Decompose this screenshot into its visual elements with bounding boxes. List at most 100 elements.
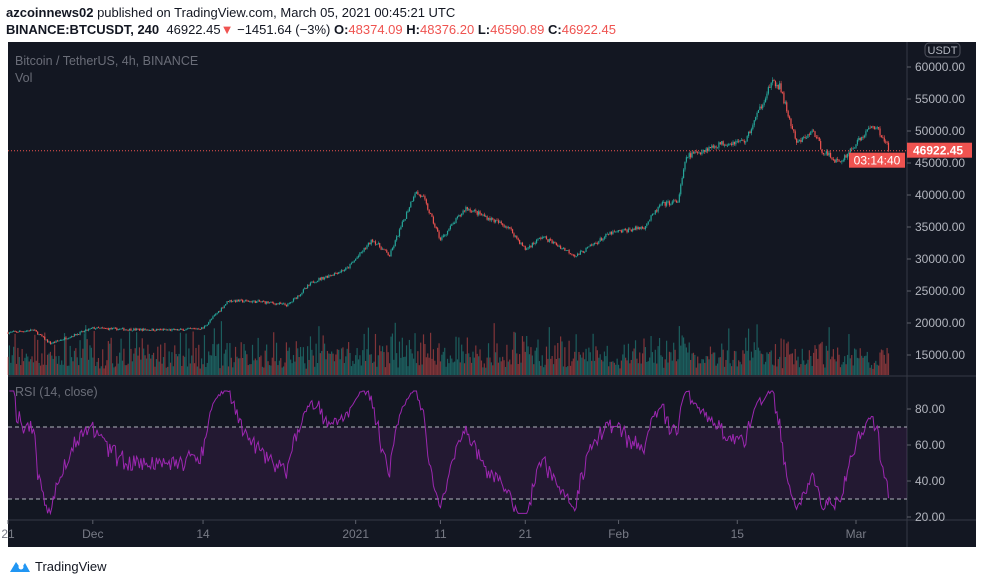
candle-body — [603, 237, 606, 239]
volume-bar — [531, 355, 533, 375]
candle-body — [858, 137, 860, 141]
candle-body — [30, 329, 32, 332]
candle-body — [42, 336, 44, 338]
volume-bar — [256, 360, 258, 375]
candle-body — [188, 328, 190, 329]
volume-bar — [63, 333, 66, 375]
candle-body — [842, 159, 844, 161]
candle-body — [705, 148, 707, 152]
candle-body — [267, 301, 269, 304]
candle-body — [886, 141, 888, 143]
volume-bar — [557, 343, 559, 375]
volume-bar — [807, 359, 809, 375]
volume-bar — [254, 358, 256, 375]
time-tick-label: 21 — [1, 527, 15, 541]
candle-body — [151, 328, 153, 331]
candle-body — [222, 307, 224, 309]
candle-body — [588, 246, 590, 248]
candle-body — [369, 242, 371, 245]
volume-bar — [165, 367, 167, 375]
candle-body — [249, 301, 251, 303]
volume-bar — [267, 361, 269, 375]
candle-body — [630, 229, 632, 232]
volume-bar — [726, 350, 728, 375]
volume-bar — [75, 348, 77, 375]
volume-bar — [270, 365, 272, 375]
candle-body — [356, 257, 358, 259]
volume-bar — [794, 348, 796, 375]
candle-body — [726, 145, 728, 147]
volume-bar — [205, 367, 207, 375]
candle-body — [22, 331, 25, 333]
candle-body — [229, 300, 231, 302]
volume-bar — [336, 349, 338, 375]
volume-bar — [562, 366, 565, 375]
volume-bar — [452, 362, 454, 375]
volume-bar — [145, 358, 148, 375]
candle-body — [828, 152, 830, 156]
volume-bar — [444, 347, 446, 375]
open-value: 48374.09 — [348, 22, 403, 37]
candle-body — [691, 152, 693, 158]
candle-body — [113, 327, 115, 329]
candle-body — [530, 246, 532, 248]
volume-bar — [846, 354, 849, 375]
candle-body — [285, 304, 288, 307]
candle-body — [796, 138, 798, 143]
candle-body — [550, 239, 552, 241]
volume-bar — [148, 353, 150, 375]
volume-bar — [14, 333, 16, 375]
candle-body — [434, 223, 436, 227]
volume-bar — [818, 344, 820, 375]
volume-bar — [603, 351, 606, 375]
volume-bar — [495, 352, 497, 375]
candle-body — [636, 226, 638, 230]
candle-body — [757, 109, 760, 113]
volume-bar — [791, 353, 793, 375]
candle-body — [825, 151, 827, 154]
candle-body — [606, 233, 608, 235]
candle-body — [875, 128, 877, 130]
volume-bar — [8, 345, 11, 375]
candle-body — [37, 331, 39, 335]
candle-body — [862, 136, 864, 138]
author[interactable]: azcoinnews02 — [6, 5, 94, 20]
volume-bar — [865, 355, 867, 375]
volume-bar — [223, 353, 225, 375]
candle-body — [535, 239, 538, 243]
candle-body — [332, 275, 334, 276]
volume-bar — [37, 339, 39, 375]
tradingview-logo[interactable]: TradingView — [9, 558, 107, 574]
candle-body — [143, 328, 145, 331]
candle-body — [623, 228, 625, 231]
candle-body — [169, 329, 172, 331]
candle-body — [499, 221, 501, 223]
candle-body — [657, 206, 659, 212]
volume-bar — [164, 342, 166, 375]
candle-body — [486, 216, 488, 220]
candle-body — [880, 135, 883, 137]
candle-body — [314, 282, 316, 284]
candle-body — [86, 329, 88, 331]
volume-bar — [839, 367, 842, 375]
price-tick-label: 50000.00 — [915, 124, 965, 138]
candle-body — [390, 250, 392, 257]
volume-bar — [647, 361, 649, 375]
candle-body — [555, 242, 557, 246]
volume-bar — [128, 331, 131, 375]
volume-bar — [232, 367, 234, 375]
volume-bar — [79, 340, 81, 375]
volume-bar — [667, 362, 669, 375]
candle-body — [649, 220, 651, 222]
candle-body — [136, 328, 138, 331]
volume-bar — [136, 332, 138, 375]
candle-body — [832, 159, 834, 161]
candle-body — [52, 341, 54, 344]
candle-body — [394, 240, 396, 247]
volume-bar — [411, 353, 413, 375]
volume-bar — [868, 362, 870, 375]
volume-bar — [602, 361, 604, 375]
candle-body — [44, 336, 46, 340]
candle-body — [752, 125, 754, 130]
